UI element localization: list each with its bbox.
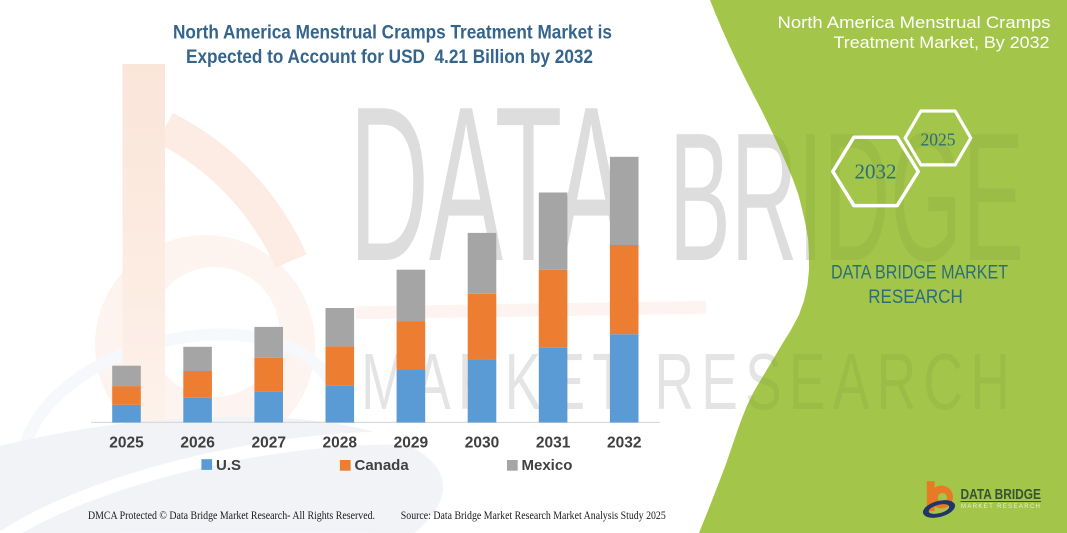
svg-text:Canada: Canada: [355, 457, 410, 474]
svg-text:2025: 2025: [109, 435, 144, 452]
svg-text:2032: 2032: [607, 435, 641, 452]
svg-text:2029: 2029: [394, 435, 429, 452]
svg-text:2027: 2027: [251, 435, 285, 452]
svg-text:DATA BRIDGE MARKET: DATA BRIDGE MARKET: [831, 262, 1008, 284]
svg-text:U.S: U.S: [216, 457, 241, 474]
svg-text:2030: 2030: [465, 435, 499, 452]
svg-text:DMCA Protected © Data Bridge M: DMCA Protected © Data Bridge Market Rese…: [88, 510, 375, 522]
svg-text:Treatment Market, By 2032: Treatment Market, By 2032: [834, 34, 1050, 52]
svg-text:Source: Data Bridge Market Res: Source: Data Bridge Market Research Mark…: [401, 510, 666, 522]
svg-text:DATA BRIDGE: DATA BRIDGE: [961, 486, 1042, 503]
svg-text:2025: 2025: [921, 130, 956, 150]
svg-text:Mexico: Mexico: [522, 457, 573, 474]
svg-text:North America Menstrual Cramps: North America Menstrual Cramps Treatment…: [173, 22, 612, 44]
svg-text:Expected to Account for USD 4: Expected to Account for USD 4.21 Billion…: [186, 46, 593, 68]
svg-text:2028: 2028: [323, 435, 358, 452]
svg-text:2032: 2032: [855, 160, 897, 184]
svg-text:RESEARCH: RESEARCH: [868, 286, 963, 308]
svg-text:2031: 2031: [536, 435, 571, 452]
svg-text:2026: 2026: [180, 435, 215, 452]
svg-text:North America Menstrual Cramps: North America Menstrual Cramps: [778, 14, 1051, 32]
svg-text:MARKET RESEARCH: MARKET RESEARCH: [961, 504, 1040, 510]
